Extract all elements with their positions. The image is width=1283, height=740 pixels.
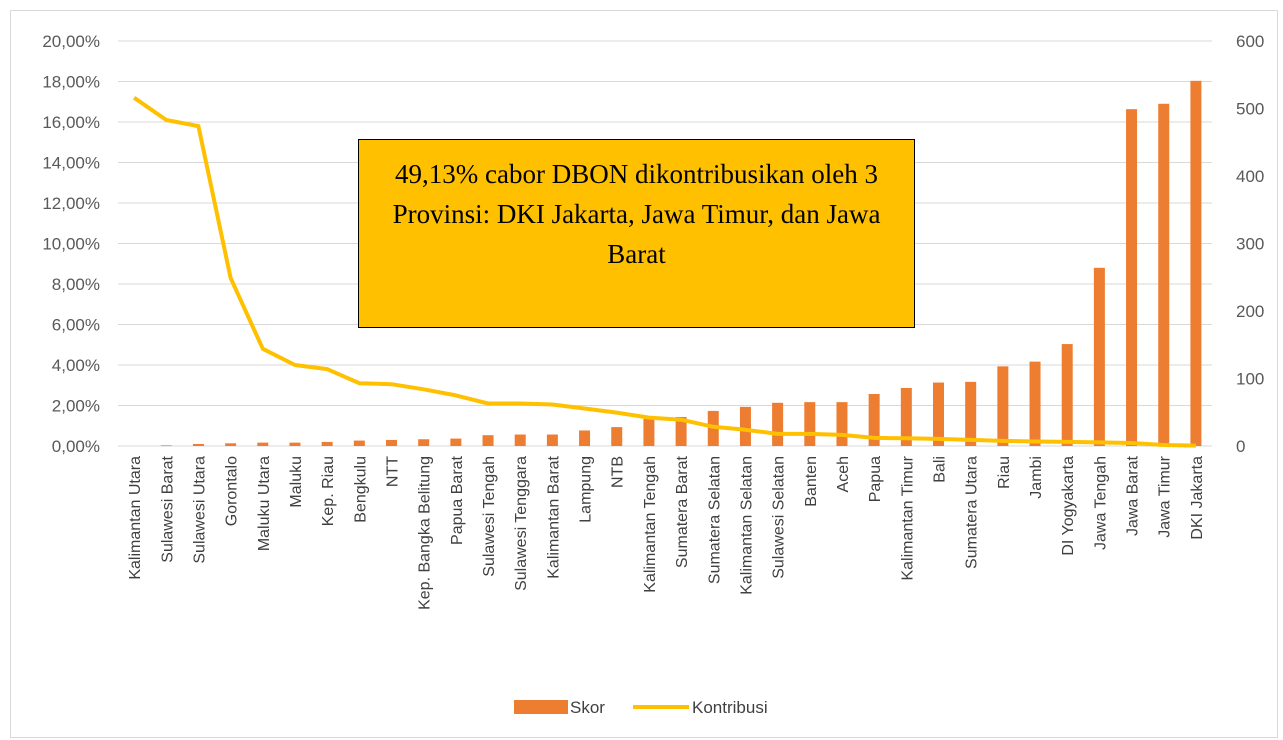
category-label: Riau xyxy=(996,456,1013,489)
skor-bar xyxy=(546,434,558,446)
skor-bar xyxy=(643,419,655,446)
category-label: DKI Jakarta xyxy=(1189,456,1206,540)
skor-bar xyxy=(225,443,237,446)
kontribusi-line xyxy=(132,96,1196,448)
category-label: Kep. Riau xyxy=(320,456,337,526)
skor-bar xyxy=(836,402,848,446)
left-axis-tick-label: 12,00% xyxy=(42,194,100,213)
right-axis-tick-label: 0 xyxy=(1236,437,1245,456)
skor-bar xyxy=(1126,109,1138,447)
category-label: Papua Barat xyxy=(449,455,466,545)
legend-kontribusi-label: Kontribusi xyxy=(692,698,768,717)
category-label: Papua xyxy=(867,456,884,502)
left-axis-tick-label: 14,00% xyxy=(42,154,100,173)
category-label: Gorontalo xyxy=(224,456,241,526)
skor-bar xyxy=(450,438,462,446)
skor-bar xyxy=(386,439,397,446)
category-label: Kalimantan Timur xyxy=(899,455,916,580)
skor-bar xyxy=(1093,267,1105,446)
annotation-text: 49,13% cabor DBON dikontribusikan oleh 3… xyxy=(392,159,881,269)
skor-bar xyxy=(1029,361,1041,446)
skor-bar xyxy=(353,440,365,446)
left-axis-tick-label: 10,00% xyxy=(42,235,100,254)
category-label: Sulawesi Utara xyxy=(191,456,208,564)
left-axis-tick-label: 18,00% xyxy=(42,73,100,92)
category-label: Sumatera Selatan xyxy=(706,456,723,584)
legend-skor-swatch xyxy=(514,700,568,714)
skor-bar xyxy=(933,382,944,446)
category-label: Sulawesi Tengah xyxy=(481,456,498,577)
left-axis-tick-label: 8,00% xyxy=(52,275,100,294)
right-axis-ticks: 0 100 200 300 400 500 600 xyxy=(1236,32,1264,456)
category-label: Kalimantan Selatan xyxy=(738,456,755,595)
skor-bar xyxy=(804,402,816,446)
left-axis-tick-label: 20,00% xyxy=(42,32,100,51)
category-label: DI Yogyakarta xyxy=(1060,456,1077,556)
right-axis-tick-label: 200 xyxy=(1236,302,1264,321)
skor-bar xyxy=(418,439,430,446)
kontribusi-line-layer xyxy=(132,96,1196,448)
skor-bar xyxy=(1190,80,1202,446)
right-axis-tick-label: 500 xyxy=(1236,100,1264,119)
category-label: Kalimantan Barat xyxy=(545,455,562,578)
skor-bar xyxy=(772,402,784,446)
left-axis-tick-label: 16,00% xyxy=(42,113,100,132)
skor-bar xyxy=(289,442,301,446)
right-axis-tick-label: 100 xyxy=(1236,370,1264,389)
category-label: Maluku Utara xyxy=(256,456,273,551)
right-axis-tick-label: 300 xyxy=(1236,235,1264,254)
category-label: Sulawesi Tenggara xyxy=(513,456,530,591)
right-axis-tick-label: 600 xyxy=(1236,32,1264,51)
category-label: Sumatera Barat xyxy=(674,455,691,568)
category-label: Kalimantan Utara xyxy=(127,456,144,580)
legend: Skor Kontribusi xyxy=(514,698,768,717)
category-label: Kalimantan Tengah xyxy=(642,456,659,593)
skor-bar xyxy=(160,445,172,446)
skor-bar xyxy=(739,406,751,446)
skor-bar xyxy=(192,443,204,446)
category-label: Sumatera Utara xyxy=(964,456,981,569)
category-label: Maluku xyxy=(288,456,305,508)
category-label: Jawa Barat xyxy=(1125,455,1142,536)
skor-bar xyxy=(257,442,269,446)
category-label: Jawa Timur xyxy=(1157,455,1174,537)
left-axis-tick-label: 2,00% xyxy=(52,397,100,416)
category-label: NTB xyxy=(610,456,627,488)
category-labels: Kalimantan Utara Sulawesi Barat Sulawesi U… xyxy=(127,455,1206,610)
skor-bar xyxy=(997,366,1009,446)
category-label: Jambi xyxy=(1028,456,1045,499)
skor-bar xyxy=(514,434,526,446)
left-axis-tick-label: 6,00% xyxy=(52,316,100,335)
category-label: Jawa Tengah xyxy=(1092,456,1109,550)
skor-bars xyxy=(160,80,1202,447)
left-axis-ticks: 0,00% 2,00% 4,00% 6,00% 8,00% 10,00% 12,00% 14,… xyxy=(42,32,100,456)
skor-bar xyxy=(611,427,623,446)
category-label: NTT xyxy=(385,456,402,487)
skor-bar xyxy=(1158,103,1170,447)
legend-skor-label: Skor xyxy=(570,698,605,717)
skor-bar xyxy=(1061,344,1073,446)
skor-bar xyxy=(900,387,912,446)
category-label: Aceh xyxy=(835,456,852,492)
skor-bar xyxy=(579,430,591,446)
left-axis-tick-label: 0,00% xyxy=(52,437,100,456)
skor-bar xyxy=(482,435,494,446)
category-label: Sulawesi Barat xyxy=(159,455,176,562)
category-label: Lampung xyxy=(578,456,595,523)
category-label: Bali xyxy=(932,456,949,483)
category-label: Kep. Bangka Belitung xyxy=(417,456,434,610)
category-label: Sulawesi Selatan xyxy=(771,456,788,579)
skor-bar xyxy=(675,416,687,446)
category-label: Bengkulu xyxy=(352,456,369,523)
left-axis-tick-label: 4,00% xyxy=(52,356,100,375)
skor-bar xyxy=(965,381,977,446)
annotation-box: 49,13% cabor DBON dikontribusikan oleh 3… xyxy=(358,139,915,328)
skor-bar xyxy=(868,394,880,446)
skor-bar xyxy=(321,441,333,446)
category-label: Banten xyxy=(803,456,820,507)
right-axis-tick-label: 400 xyxy=(1236,167,1264,186)
